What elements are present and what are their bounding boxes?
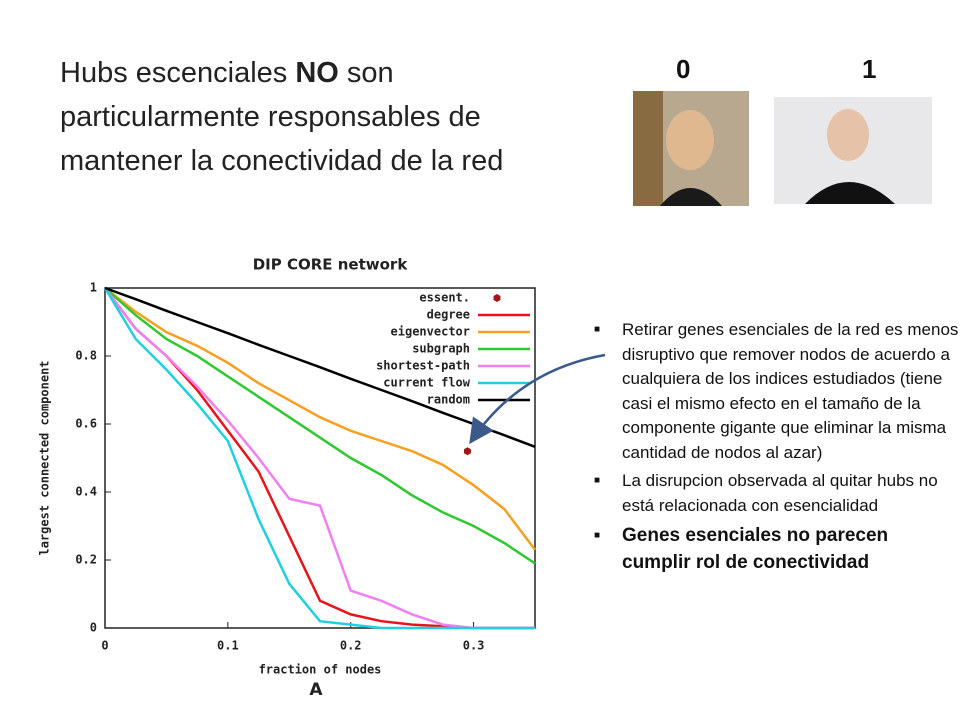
legend-marker	[493, 294, 501, 302]
y-tick-label: 0.6	[75, 417, 97, 431]
legend-label: current flow	[383, 376, 470, 390]
x-tick-label: 0.2	[340, 639, 362, 653]
legend-label: subgraph	[412, 342, 470, 356]
y-tick-label: 0.2	[75, 553, 97, 567]
x-axis-label: fraction of nodes	[259, 663, 382, 677]
y-tick-label: 1	[90, 281, 97, 295]
bullet: Genes esenciales no parecen cumplir rol …	[592, 522, 960, 576]
photo-label: 1	[862, 54, 877, 84]
series-line	[104, 286, 536, 448]
photo	[774, 97, 932, 204]
title-line: mantener la conectividad de la red	[60, 145, 504, 177]
series-line	[104, 287, 535, 630]
legend-label: degree	[427, 308, 470, 322]
photo-label: 0	[676, 54, 691, 84]
data-point	[463, 447, 471, 456]
title-bold: NO	[295, 57, 339, 89]
bullet: La disrupcion observada al quitar hubs n…	[592, 469, 960, 518]
chart-title: DIP CORE network	[253, 256, 409, 274]
bullet-list: Retirar genes esenciales de la red es me…	[592, 318, 960, 580]
legend-label: random	[427, 393, 470, 407]
legend-label: eigenvector	[391, 325, 470, 339]
y-tick-label: 0	[90, 621, 97, 635]
title-text: Hubs escenciales	[60, 57, 288, 89]
legend-label: essent.	[419, 291, 470, 305]
legend-label: shortest-path	[376, 359, 470, 373]
series-line	[104, 287, 535, 630]
x-tick-label: 0.1	[217, 639, 239, 653]
title-text: son	[346, 57, 394, 89]
y-tick-label: 0.8	[75, 349, 97, 363]
plot-frame	[104, 287, 536, 629]
x-tick-label: 0.3	[463, 639, 485, 653]
title-line: particularmente responsables de	[60, 101, 481, 133]
title-line: Hubs escenciales NO son	[60, 57, 394, 90]
y-tick-label: 0.4	[75, 485, 97, 499]
series-line	[103, 287, 535, 630]
y-axis-label: largest connected component	[38, 360, 52, 555]
series-line	[104, 287, 536, 565]
series-line	[104, 287, 536, 551]
x-tick-label: 0	[101, 639, 108, 653]
photo	[633, 91, 749, 206]
panel-label: A	[309, 680, 323, 700]
bullet: Retirar genes esenciales de la red es me…	[592, 318, 960, 465]
